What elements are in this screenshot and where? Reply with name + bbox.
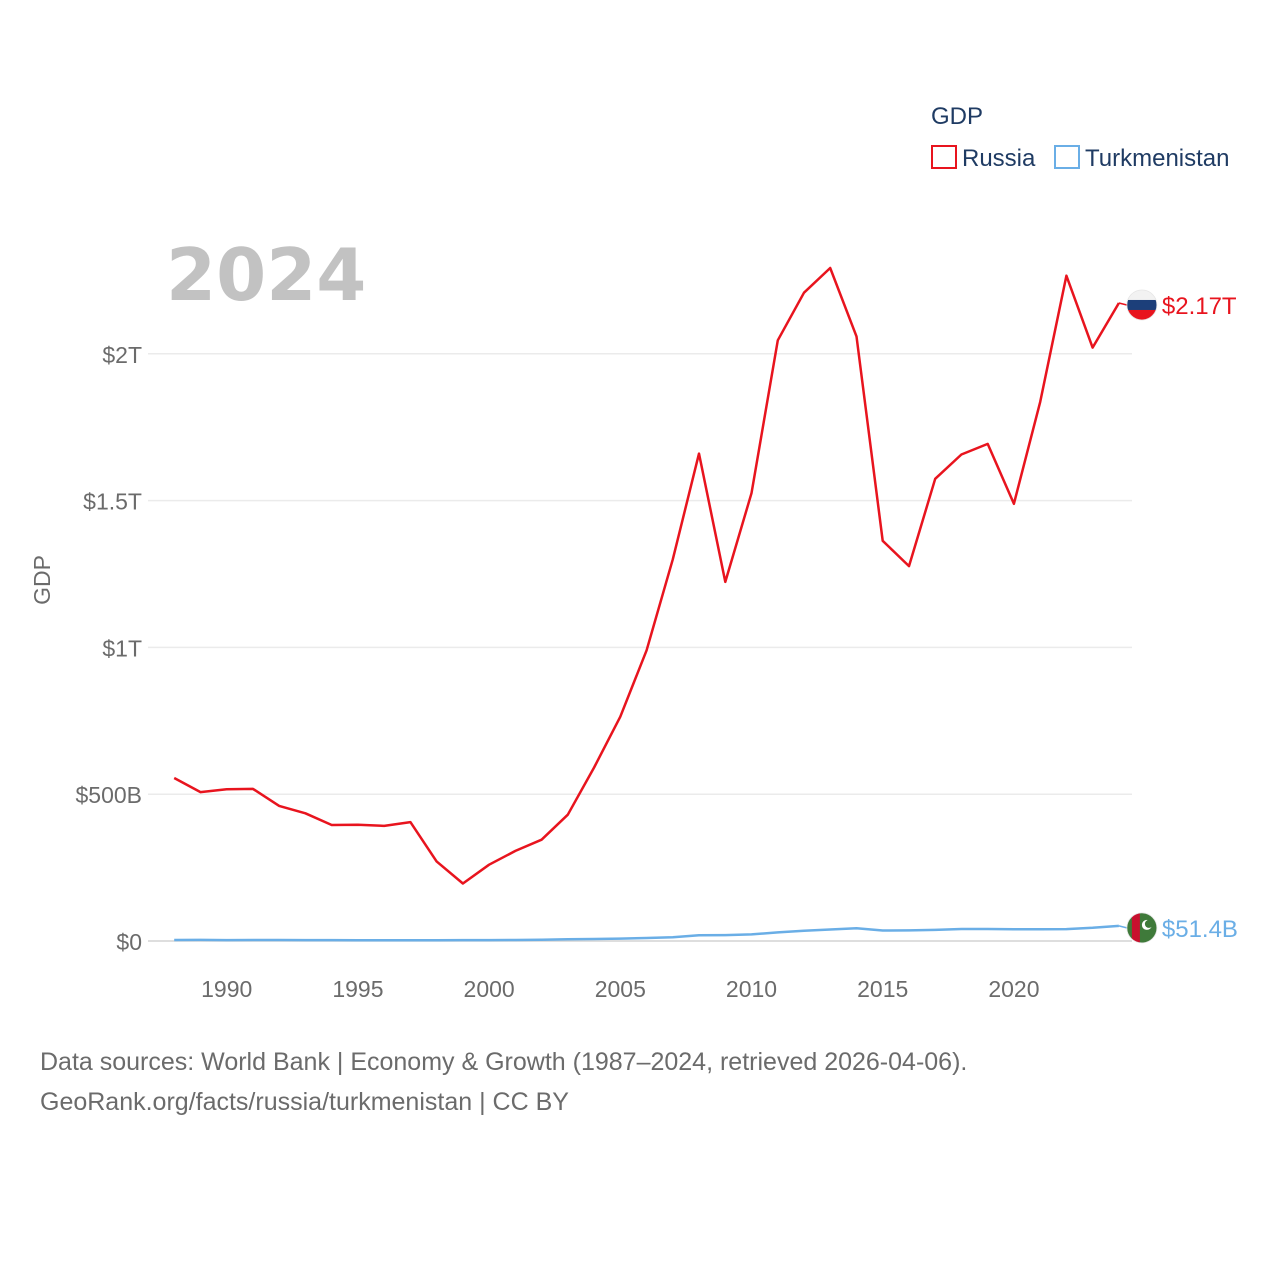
data-source-note: Data sources: World Bank | Economy & Gro… bbox=[40, 1048, 968, 1076]
end-connector-russia bbox=[1118, 302, 1128, 306]
x-tick-label: 2015 bbox=[857, 976, 908, 1002]
x-tick-label: 2005 bbox=[595, 976, 646, 1002]
year-label: 2024 bbox=[166, 233, 366, 317]
series-lines bbox=[173, 266, 1120, 942]
series-line-russia[interactable] bbox=[173, 266, 1120, 885]
legend-swatch-russia[interactable] bbox=[931, 145, 957, 169]
y-tick-label: $0 bbox=[116, 929, 142, 955]
x-tick-label: 1995 bbox=[332, 976, 383, 1002]
y-tick-label: $1T bbox=[102, 635, 142, 661]
flag-icon-russia bbox=[1126, 289, 1158, 321]
y-tick-label: $2T bbox=[102, 342, 142, 368]
x-tick-label: 2020 bbox=[988, 976, 1039, 1002]
x-tick-label: 1990 bbox=[201, 976, 252, 1002]
flag-icon-turkmenistan bbox=[1126, 912, 1158, 944]
source-url: GeoRank.org/facts/russia/turkmenistan | … bbox=[40, 1088, 569, 1116]
series-line-turkmenistan[interactable] bbox=[174, 924, 1119, 942]
legend-title: GDP bbox=[931, 103, 983, 130]
legend: GDP Russia Turkmenistan bbox=[931, 103, 1230, 172]
end-markers: $2.17T $51.4B bbox=[1118, 289, 1238, 944]
end-label-turkmenistan: $51.4B bbox=[1162, 916, 1238, 943]
legend-label-russia[interactable]: Russia bbox=[962, 145, 1036, 172]
gridlines bbox=[148, 353, 1132, 942]
legend-swatch-turkmenistan[interactable] bbox=[1054, 145, 1080, 169]
x-tick-label: 2010 bbox=[726, 976, 777, 1002]
y-axis-ticks: $0 $500B $1T $1.5T $2T bbox=[75, 342, 142, 955]
x-tick-label: 2000 bbox=[464, 976, 515, 1002]
x-axis-ticks: 1990 1995 2000 2005 2010 2015 2020 bbox=[201, 976, 1039, 1002]
end-connector-turkmenistan bbox=[1118, 925, 1128, 929]
y-axis-label: GDP bbox=[29, 555, 55, 605]
footer: Data sources: World Bank | Economy & Gro… bbox=[40, 1042, 967, 1122]
y-tick-label: $500B bbox=[75, 782, 142, 808]
y-tick-label: $1.5T bbox=[83, 489, 142, 515]
end-label-russia: $2.17T bbox=[1162, 293, 1237, 320]
gdp-line-chart: $0 $500B $1T $1.5T $2T 1990 1995 2000 2005 2010 2… bbox=[29, 103, 1238, 1002]
legend-label-turkmenistan[interactable]: Turkmenistan bbox=[1085, 145, 1230, 172]
